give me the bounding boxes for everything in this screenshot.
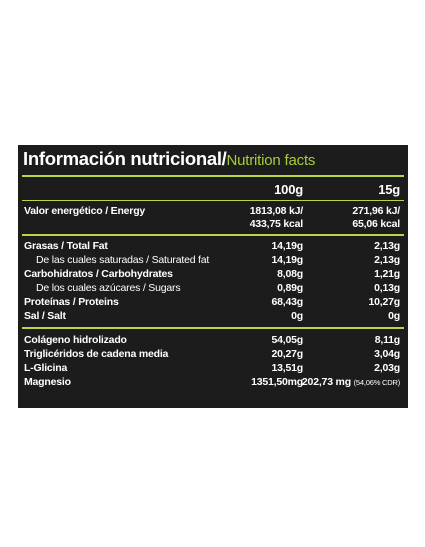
row-salt-label: Sal / Salt bbox=[24, 310, 66, 322]
row-mct-label: Triglicéridos de cadena media bbox=[24, 348, 169, 360]
row-collagen-100: 54,05g bbox=[271, 334, 304, 346]
row-satfat-100: 14,19g bbox=[271, 254, 304, 266]
row-protein-100: 68,43g bbox=[271, 296, 304, 308]
row-mct-100: 20,27g bbox=[271, 348, 304, 360]
row-satfat-15: 2,13g bbox=[374, 254, 400, 266]
row-energy-100-kcal: 433,75 kcal bbox=[249, 218, 303, 230]
row-magnesium-100: 1351,50mg bbox=[251, 376, 303, 388]
nutrition-facts-panel: Información nutricional/Nutrition facts … bbox=[18, 145, 408, 408]
energy-divider bbox=[22, 234, 404, 236]
header-divider bbox=[22, 200, 404, 201]
row-fat-15: 2,13g bbox=[374, 240, 400, 252]
row-carbs-label: Carbohidratos / Carbohydrates bbox=[24, 268, 173, 280]
row-fat-100: 14,19g bbox=[271, 240, 304, 252]
row-collagen-15: 8,11g bbox=[374, 334, 400, 346]
row-satfat-label: De las cuales saturadas / Saturated fat bbox=[36, 254, 210, 266]
title-sub: Nutrition facts bbox=[226, 152, 316, 169]
row-salt-100: 0g bbox=[291, 310, 303, 322]
row-collagen-label: Colágeno hidrolizado bbox=[24, 334, 127, 346]
row-fat-label: Grasas / Total Fat bbox=[24, 240, 108, 252]
row-glycine-15: 2,03g bbox=[374, 362, 400, 374]
row-mct-15: 3,04g bbox=[374, 348, 400, 360]
row-carbs-100: 8,08g bbox=[277, 268, 303, 280]
row-sugars-label: De los cuales azúcares / Sugars bbox=[36, 282, 181, 294]
col-header-15g: 15g bbox=[378, 182, 400, 197]
row-magnesium-15-value: 202,73 mg bbox=[301, 376, 351, 388]
title-main: Información nutricional/ bbox=[23, 148, 227, 169]
row-sugars-15: 0,13g bbox=[374, 282, 400, 294]
row-carbs-15: 1,21g bbox=[374, 268, 400, 280]
row-glycine-label: L-Glicina bbox=[24, 362, 68, 374]
row-magnesium-15-cdr: (54,06% CDR) bbox=[353, 378, 401, 387]
row-energy-15-kcal: 65,06 kcal bbox=[352, 218, 400, 230]
row-salt-15: 0g bbox=[388, 310, 400, 322]
title-divider bbox=[22, 175, 404, 177]
nutrition-title: Información nutricional/Nutrition facts bbox=[23, 148, 315, 170]
col-header-100g: 100g bbox=[274, 182, 303, 197]
salt-divider bbox=[22, 327, 404, 329]
row-magnesium-label: Magnesio bbox=[24, 376, 71, 388]
row-energy-100-kj: 1813,08 kJ/ bbox=[249, 205, 303, 217]
row-energy-label: Valor energético / Energy bbox=[24, 205, 146, 217]
row-energy-15-kj: 271,96 kJ/ bbox=[352, 205, 400, 217]
row-sugars-100: 0,89g bbox=[277, 282, 303, 294]
row-glycine-100: 13,51g bbox=[271, 362, 304, 374]
row-magnesium-15: 202,73 mg (54,06% CDR) bbox=[302, 376, 400, 389]
row-protein-15: 10,27g bbox=[368, 296, 401, 308]
row-protein-label: Proteínas / Proteins bbox=[24, 296, 119, 308]
